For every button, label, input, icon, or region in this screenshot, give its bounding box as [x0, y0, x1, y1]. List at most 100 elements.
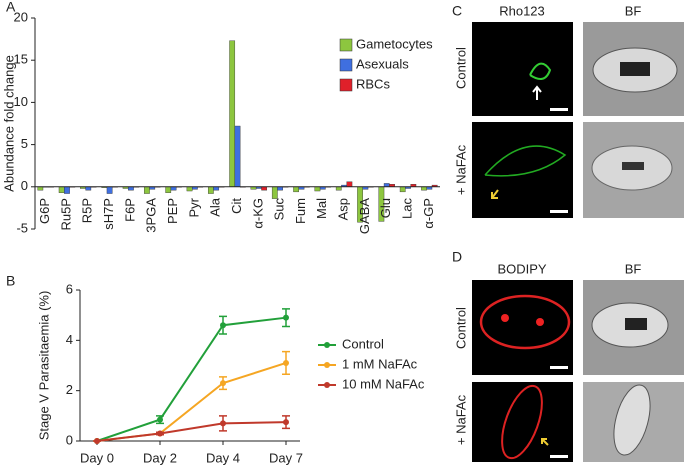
signal: [501, 384, 543, 460]
x-tick-label: α-KG: [250, 198, 265, 229]
bar: [207, 186, 214, 194]
legend-swatch: [339, 78, 353, 92]
x-tick-label: G6P: [37, 198, 52, 224]
x-tick-label: R5P: [80, 198, 95, 223]
bar: [170, 186, 177, 191]
x-tick-label: Mal: [314, 198, 329, 219]
bar: [293, 186, 299, 193]
x-tick-label: Cit: [229, 198, 244, 214]
x-tick-label: Day 7: [269, 450, 303, 465]
y-tick-label: 20: [14, 9, 28, 24]
x-tick-label: α-GP: [421, 198, 436, 229]
bar: [271, 186, 278, 199]
x-tick-label: Pyr: [186, 197, 201, 217]
signal: [479, 294, 571, 350]
scale-bar: [550, 366, 568, 369]
scale-bar: [550, 108, 568, 111]
x-tick-label: 3PGA: [144, 198, 159, 233]
droplet: [501, 314, 509, 322]
arrow: [491, 189, 499, 199]
legend-swatch: [339, 58, 353, 72]
column-label: Rho123: [499, 3, 545, 18]
y-tick-label: 6: [66, 281, 73, 296]
x-tick-label: Fum: [293, 198, 308, 224]
arrow: [532, 85, 542, 100]
bar: [335, 186, 342, 191]
bar: [165, 186, 172, 193]
panel-label: D: [452, 249, 462, 265]
point: [94, 438, 100, 444]
bar: [58, 186, 65, 193]
x-tick-label: Glu: [378, 198, 393, 218]
pigment: [625, 318, 647, 330]
column-label: BF: [625, 3, 642, 18]
signal: [484, 145, 567, 177]
point: [220, 420, 226, 427]
bar: [346, 181, 353, 187]
x-tick-label: Day 4: [206, 450, 240, 465]
legend-label: 10 mM NaFAc: [342, 376, 425, 391]
y-tick-label: 10: [14, 94, 28, 109]
point: [157, 430, 163, 437]
bar: [64, 186, 70, 194]
panel-label: A: [6, 0, 16, 15]
bar: [213, 186, 220, 191]
panel-label: B: [6, 273, 15, 289]
x-tick-label: Day 2: [143, 450, 177, 465]
legend-marker: [324, 362, 330, 368]
y-tick-label: 0: [66, 432, 73, 447]
bar: [421, 186, 427, 191]
x-tick-label: Suc: [272, 198, 287, 221]
droplet: [536, 318, 544, 326]
x-tick-label: Ala: [208, 197, 223, 217]
y-axis-label: Abundance fold change: [1, 55, 16, 192]
y-axis-label: Stage V Parasitaemia (%): [36, 291, 51, 441]
bar: [234, 125, 241, 187]
y-tick-label: 2: [66, 382, 73, 397]
row-label: Control: [453, 47, 468, 89]
image: [472, 382, 573, 462]
y-tick-label: -5: [16, 220, 28, 235]
point: [283, 419, 289, 426]
bar: [314, 186, 321, 192]
x-tick-label: GABA: [357, 198, 372, 234]
legend-label: Gametocytes: [356, 36, 433, 51]
image: [472, 22, 573, 116]
cell: [613, 384, 651, 456]
scale-bar: [550, 455, 568, 458]
bar: [106, 186, 113, 194]
x-tick-label: Day 0: [80, 450, 114, 465]
legend-label: RBCs: [356, 76, 390, 91]
image: [472, 122, 573, 218]
legend-label: Control: [342, 336, 384, 351]
y-tick-label: 4: [66, 332, 73, 347]
signal: [529, 62, 552, 80]
legend-marker: [324, 342, 330, 348]
bar: [37, 186, 44, 191]
bar: [85, 186, 92, 191]
row-label: Control: [453, 307, 468, 349]
point: [283, 314, 289, 321]
x-tick-label: F6P: [122, 198, 137, 222]
pigment: [622, 162, 644, 170]
y-tick-label: 5: [21, 136, 28, 151]
image: [472, 280, 573, 375]
micrographs: C Rho123 BF Control + NaFAc D BODIPY BF …: [452, 3, 684, 462]
bar: [229, 40, 236, 187]
column-label: BODIPY: [497, 261, 546, 276]
point: [283, 359, 289, 366]
legend-marker: [324, 382, 330, 388]
x-tick-label: Lac: [399, 198, 414, 219]
bar: [277, 186, 283, 191]
bar: [261, 186, 268, 191]
x-tick-label: PEP: [165, 198, 180, 224]
x-tick-label: Ru5P: [58, 198, 73, 231]
point: [157, 416, 163, 423]
legend-label: 1 mM NaFAc: [342, 356, 418, 371]
scale-bar: [550, 210, 568, 213]
point: [220, 322, 226, 329]
point: [220, 380, 226, 387]
panel-label: C: [452, 3, 462, 19]
bar: [186, 186, 193, 192]
